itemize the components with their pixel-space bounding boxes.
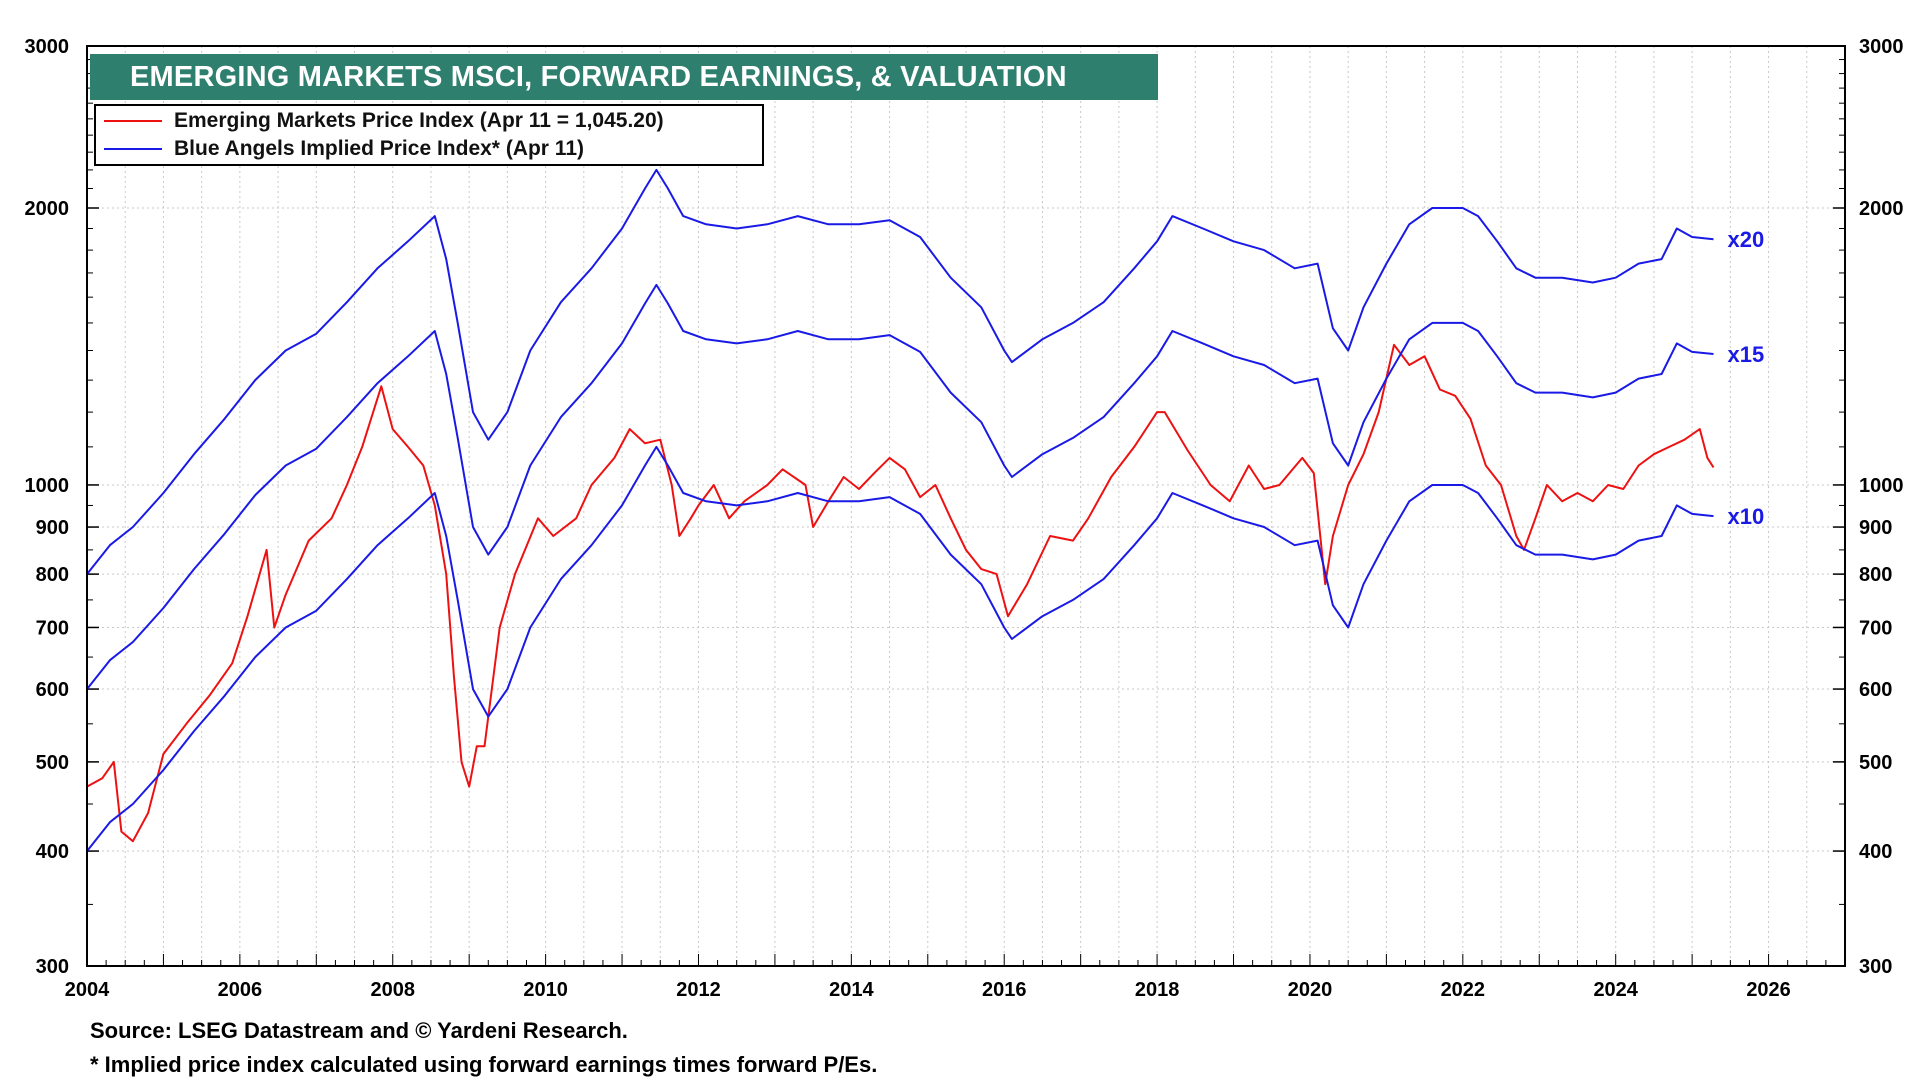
y-tick-label-left: 800 [36, 564, 69, 586]
x-tick-label: 2010 [523, 979, 568, 1001]
y-tick-label-left: 1000 [25, 475, 70, 497]
y-tick-label-right: 900 [1859, 517, 1892, 539]
x-tick-label: 2020 [1288, 979, 1333, 1001]
x-tick-label: 2004 [65, 979, 110, 1001]
y-tick-label-left: 3000 [25, 36, 70, 58]
series-label-x15: x15 [1728, 342, 1765, 367]
y-tick-label-right: 1000 [1859, 475, 1904, 497]
legend-label-price-index: Emerging Markets Price Index (Apr 11 = 1… [174, 109, 664, 132]
x-tick-label: 2026 [1746, 979, 1791, 1001]
x-tick-label: 2014 [829, 979, 874, 1001]
y-tick-label-left: 600 [36, 679, 69, 701]
x-tick-label: 2016 [982, 979, 1027, 1001]
y-tick-label-right: 600 [1859, 679, 1892, 701]
y-tick-label-right: 3000 [1859, 36, 1904, 58]
x-tick-label: 2018 [1135, 979, 1180, 1001]
x-tick-label: 2024 [1593, 979, 1638, 1001]
series-label-x20: x20 [1728, 227, 1765, 252]
x-tick-label: 2006 [218, 979, 263, 1001]
legend-item-implied-index: Blue Angels Implied Price Index* (Apr 11… [104, 136, 584, 162]
x-tick-label: 2012 [676, 979, 721, 1001]
series-line-x15 [86, 283, 1714, 690]
implied-note: * Implied price index calculated using f… [90, 1052, 878, 1077]
y-tick-label-left: 500 [36, 752, 69, 774]
plot-frame [86, 45, 1846, 967]
series-line-price-index [86, 343, 1715, 843]
series-line-x20 [86, 168, 1714, 575]
y-tick-label-right: 800 [1859, 564, 1892, 586]
legend: Emerging Markets Price Index (Apr 11 = 1… [94, 104, 764, 166]
chart-title-text: EMERGING MARKETS MSCI, FORWARD EARNINGS,… [130, 60, 1067, 93]
x-tick-label: 2022 [1441, 979, 1486, 1001]
y-tick-label-right: 500 [1859, 752, 1892, 774]
x-tick-label: 2008 [370, 979, 415, 1001]
y-tick-label-right: 700 [1859, 617, 1892, 639]
legend-item-price-index: Emerging Markets Price Index (Apr 11 = 1… [104, 108, 664, 134]
legend-swatch-blue [104, 148, 162, 150]
series-label-x10: x10 [1728, 504, 1765, 529]
y-tick-label-left: 2000 [25, 198, 70, 220]
y-tick-label-left: 900 [36, 517, 69, 539]
y-tick-label-right: 2000 [1859, 198, 1904, 220]
series-line-x10 [86, 445, 1714, 852]
y-tick-label-left: 300 [36, 956, 69, 978]
legend-swatch-red [104, 120, 162, 122]
y-tick-label-left: 700 [36, 617, 69, 639]
chart-title: EMERGING MARKETS MSCI, FORWARD EARNINGS,… [90, 54, 1158, 100]
y-tick-label-right: 300 [1859, 956, 1892, 978]
legend-label-implied-index: Blue Angels Implied Price Index* (Apr 11… [174, 137, 585, 160]
source-note: Source: LSEG Datastream and © Yardeni Re… [90, 1018, 628, 1043]
y-tick-label-left: 400 [36, 841, 69, 863]
y-tick-label-right: 400 [1859, 841, 1892, 863]
